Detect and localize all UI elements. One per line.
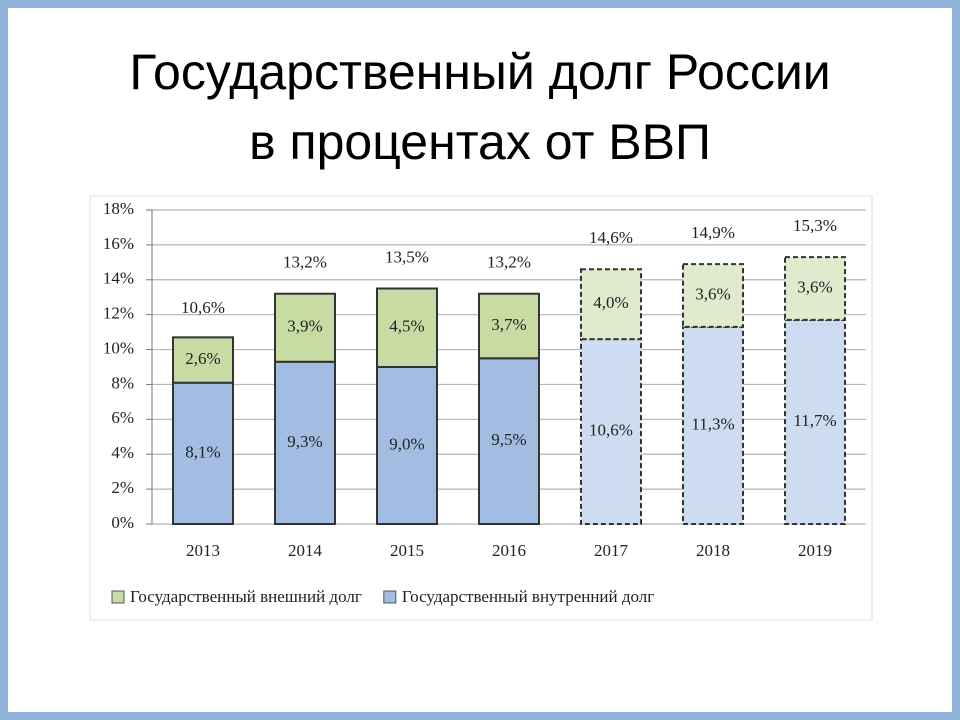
bar-segment — [478, 292, 540, 360]
total-label: 14,9% — [691, 223, 735, 242]
y-tick-label: 16% — [103, 234, 134, 253]
value-label: 8,1% — [185, 442, 220, 461]
bar-segment — [172, 336, 234, 384]
legend-swatch — [383, 590, 397, 604]
x-tick-label: 2015 — [390, 541, 424, 560]
legend-label: Государственный внутренний долг — [402, 587, 654, 606]
value-label: 11,7% — [793, 411, 836, 430]
total-label: 10,6% — [181, 298, 225, 317]
value-label: 3,6% — [797, 277, 832, 296]
value-label: 3,9% — [287, 317, 322, 336]
bar-segment — [580, 268, 642, 341]
x-tick-label: 2016 — [492, 541, 526, 560]
y-tick-label: 8% — [111, 373, 134, 392]
y-tick-label: 14% — [103, 269, 134, 288]
total-label: 13,5% — [385, 247, 429, 266]
bar-segment — [580, 338, 642, 526]
bar-segment — [682, 325, 744, 525]
value-label: 4,0% — [593, 293, 628, 312]
value-label: 3,7% — [491, 315, 526, 334]
bar-segment — [478, 357, 540, 525]
y-tick-label: 18% — [103, 199, 134, 218]
total-label: 13,2% — [283, 253, 327, 272]
value-label: 2,6% — [185, 349, 220, 368]
bar-segment — [172, 381, 234, 526]
value-label: 11,3% — [691, 414, 734, 433]
value-label: 9,5% — [491, 430, 526, 449]
x-tick-label: 2014 — [288, 541, 323, 560]
bar-segment — [274, 292, 336, 363]
bar-segment — [784, 256, 846, 321]
x-tick-label: 2018 — [696, 541, 730, 560]
bar-segment — [784, 318, 846, 525]
bar-segment — [376, 287, 438, 368]
x-tick-label: 2013 — [186, 541, 220, 560]
x-tick-label: 2017 — [594, 541, 629, 560]
legend-label: Государственный внешний долг — [130, 587, 362, 606]
y-tick-label: 6% — [111, 408, 134, 427]
x-tick-label: 2019 — [798, 541, 832, 560]
chart-frame — [89, 195, 873, 621]
total-label: 13,2% — [487, 253, 531, 272]
chart-title: в процентах от ВВП — [249, 114, 711, 170]
y-tick-label: 12% — [103, 304, 134, 323]
bar-segment — [274, 360, 336, 525]
value-label: 3,6% — [695, 284, 730, 303]
y-tick-label: 10% — [103, 338, 134, 357]
value-label: 10,6% — [589, 420, 633, 439]
value-label: 9,0% — [389, 434, 424, 453]
bar-segment — [682, 263, 744, 328]
total-label: 14,6% — [589, 228, 633, 247]
value-label: 4,5% — [389, 317, 424, 336]
value-label: 9,3% — [287, 432, 322, 451]
total-label: 15,3% — [793, 216, 837, 235]
y-tick-label: 2% — [111, 478, 134, 497]
chart-title: Государственный долг России — [129, 44, 830, 100]
y-tick-label: 4% — [111, 443, 134, 462]
y-tick-label: 0% — [111, 513, 134, 532]
legend-swatch — [111, 590, 125, 604]
